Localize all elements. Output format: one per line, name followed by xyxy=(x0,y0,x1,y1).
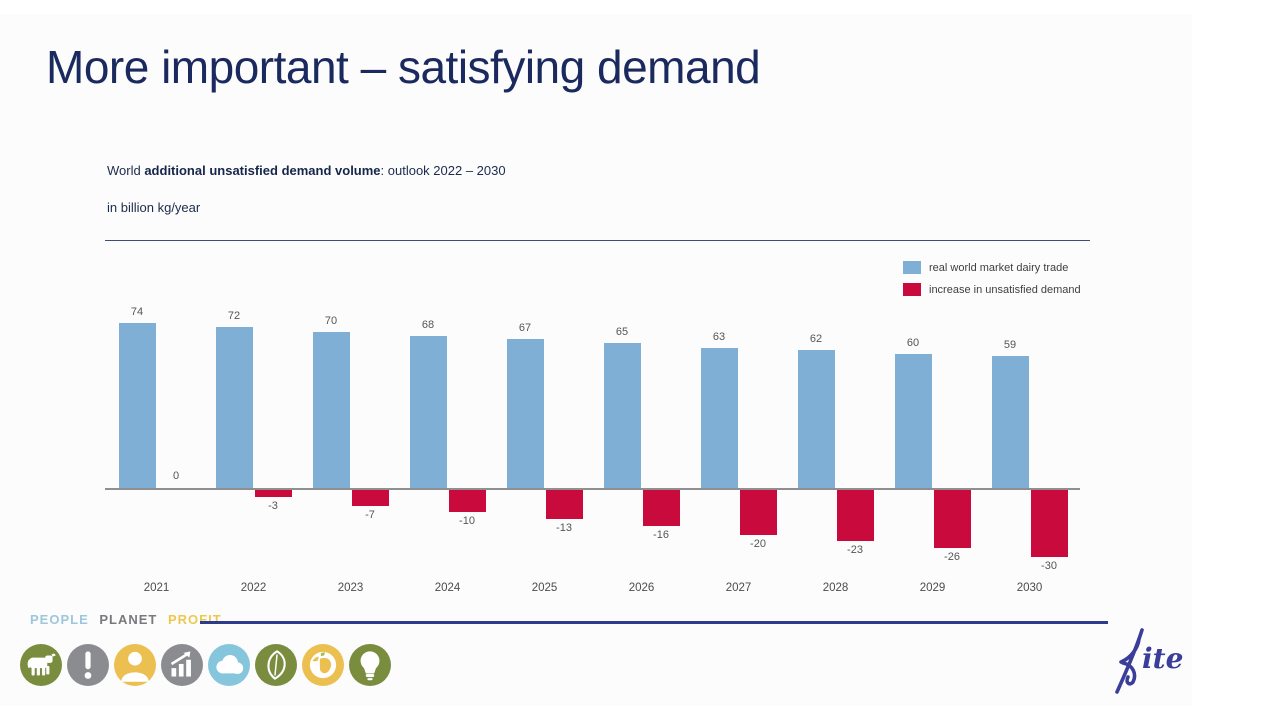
bar-value-label: 65 xyxy=(615,326,629,338)
bar-value-label: 0 xyxy=(172,470,180,482)
bar-dairy-2022 xyxy=(215,327,253,488)
bar-demand-2025 xyxy=(545,490,583,519)
bar-value-label: 60 xyxy=(906,337,920,349)
axis-year-label: 2026 xyxy=(628,582,655,594)
cow-icon xyxy=(20,644,62,686)
bar-value-label: -16 xyxy=(653,529,669,541)
bar-demand-2024 xyxy=(448,490,486,512)
bar-value-label: -10 xyxy=(459,515,475,527)
chart-subtitle: World additional unsatisfied demand volu… xyxy=(107,163,506,178)
bar-value-label: 70 xyxy=(324,315,338,327)
axis-year-label: 2022 xyxy=(240,582,267,594)
tagline-profit: PROFIT xyxy=(168,612,222,627)
bar-value-label: 62 xyxy=(809,333,823,345)
footer-icons xyxy=(20,644,396,686)
growth-chart-icon xyxy=(161,644,203,686)
exclamation-icon xyxy=(67,644,109,686)
svg-text:ite: ite xyxy=(1142,642,1183,675)
person-icon xyxy=(114,644,156,686)
axis-year-label: 2021 xyxy=(143,582,170,594)
axis-year-label: 2028 xyxy=(822,582,849,594)
bar-value-label: 74 xyxy=(130,306,144,318)
bar-value-label: -30 xyxy=(1041,560,1057,572)
globe-icon xyxy=(302,644,344,686)
axis-year-label: 2029 xyxy=(919,582,946,594)
bar-value-label: 59 xyxy=(1003,339,1017,351)
cloud-icon xyxy=(208,644,250,686)
separator-line xyxy=(105,240,1090,241)
axis-year-label: 2030 xyxy=(1016,582,1043,594)
bar-value-label: -13 xyxy=(556,522,572,534)
bar-dairy-2026 xyxy=(603,343,641,488)
bar-value-label: -7 xyxy=(365,509,375,521)
legend-label-dairy-trade: real world market dairy trade xyxy=(929,261,1069,274)
chart-legend: real world market dairy trade increase i… xyxy=(903,260,1081,304)
bar-value-label: 68 xyxy=(421,319,435,331)
bar-chart: 74 0 2021 72 -3 2022 70 -7 2023 68 -10 2024 67 -13 202… xyxy=(105,250,1095,600)
legend-swatch-red xyxy=(903,283,921,296)
bar-demand-2028 xyxy=(836,490,874,541)
bar-demand-2026 xyxy=(642,490,680,526)
page-title: More important – satisfying demand xyxy=(46,41,761,93)
bar-value-label: 63 xyxy=(712,331,726,343)
legend-item-dairy-trade: real world market dairy trade xyxy=(903,260,1081,275)
bar-value-label: 67 xyxy=(518,322,532,334)
bar-value-label: -3 xyxy=(268,500,278,512)
kite-logo: ite xyxy=(1106,622,1202,705)
axis-year-label: 2024 xyxy=(434,582,461,594)
bar-dairy-2030 xyxy=(991,356,1029,488)
bar-dairy-2024 xyxy=(409,336,447,488)
legend-item-unsatisfied-demand: increase in unsatisfied demand xyxy=(903,282,1081,297)
legend-label-unsatisfied-demand: increase in unsatisfied demand xyxy=(929,283,1081,296)
lightbulb-icon xyxy=(349,644,391,686)
chart-subtitle-bold: additional unsatisfied demand volume xyxy=(144,163,381,178)
tagline-planet: PLANET xyxy=(99,612,158,627)
bar-dairy-2025 xyxy=(506,339,544,488)
chart-subtitle-suffix: : outlook 2022 – 2030 xyxy=(380,163,506,178)
bar-value-label: -20 xyxy=(750,538,766,550)
bar-dairy-2028 xyxy=(797,350,835,488)
bar-dairy-2029 xyxy=(894,354,932,488)
bar-dairy-2023 xyxy=(312,332,350,488)
bar-demand-2029 xyxy=(933,490,971,548)
axis-year-label: 2023 xyxy=(337,582,364,594)
leaf-icon xyxy=(255,644,297,686)
bar-dairy-2027 xyxy=(700,348,738,488)
axis-year-label: 2025 xyxy=(531,582,558,594)
bar-dairy-2021 xyxy=(118,323,156,488)
bar-value-label: 72 xyxy=(227,310,241,322)
bar-demand-2022 xyxy=(254,490,292,497)
footer-divider-line xyxy=(200,621,1108,624)
legend-swatch-blue xyxy=(903,261,921,274)
axis-year-label: 2027 xyxy=(725,582,752,594)
chart-unit-label: in billion kg/year xyxy=(107,200,201,215)
chart-subtitle-prefix: World xyxy=(107,163,145,178)
tagline-people: PEOPLE xyxy=(30,612,89,627)
x-axis-line xyxy=(105,488,1080,490)
bar-demand-2023 xyxy=(351,490,389,506)
bar-demand-2027 xyxy=(739,490,777,535)
bar-demand-2030 xyxy=(1030,490,1068,557)
bar-value-label: -26 xyxy=(944,551,960,563)
footer-tagline: PEOPLE PLANET PROFIT xyxy=(30,612,228,627)
bar-value-label: -23 xyxy=(847,544,863,556)
